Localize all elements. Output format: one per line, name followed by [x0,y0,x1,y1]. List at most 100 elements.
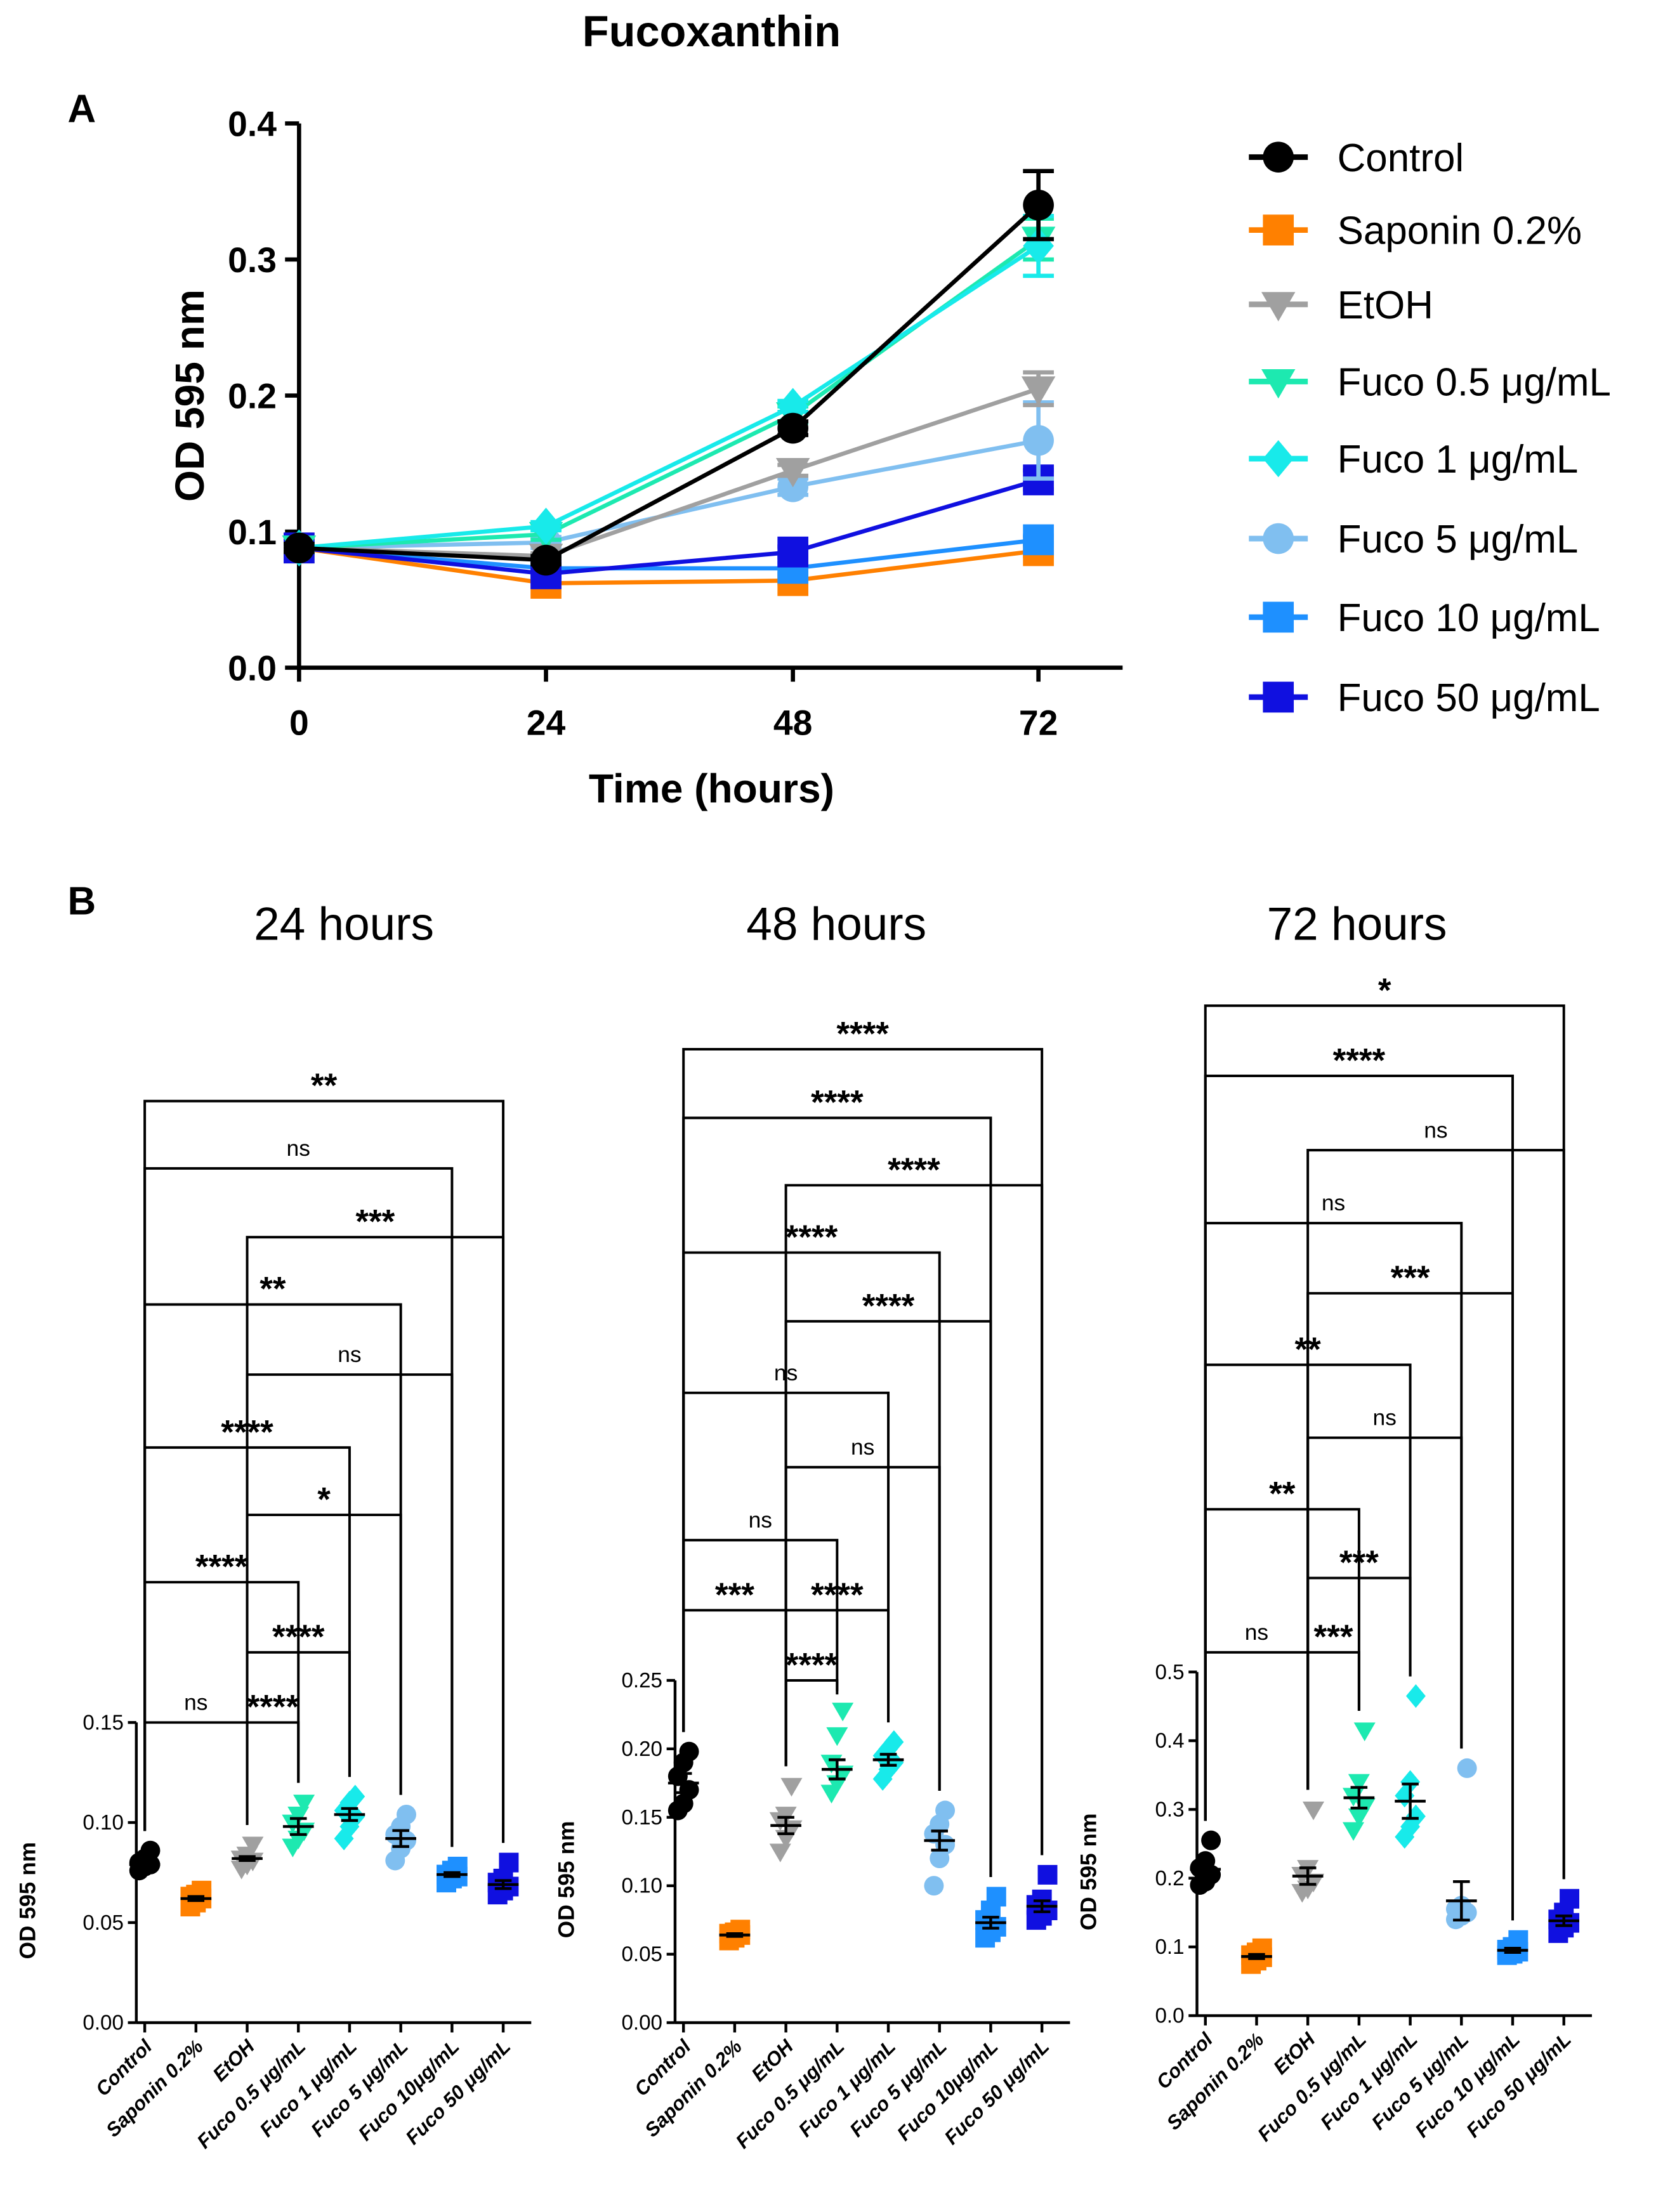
y-axis-label: OD 595 nm [167,289,213,502]
y-tick-label: 0.5 [1155,1661,1184,1684]
y-tick-label: 0.15 [621,1806,662,1829]
legend-item: Fuco 5 μg/mL [1249,518,1578,561]
legend-marker [1263,141,1294,173]
group-7 [487,1852,519,1905]
mean-sem-bar [1026,1899,1058,1913]
y-tick-label: 0.25 [621,1669,662,1692]
y-axis-label: OD 595 nm [16,1842,41,1960]
legend-marker [1263,601,1294,633]
significance-bracket: ns [143,1690,249,1831]
legend-marker [1263,523,1294,554]
data-point [1023,227,1054,265]
y-axis-label: OD 595 nm [555,1821,579,1939]
significance-label: *** [355,1203,395,1241]
mean-sem-bar [129,1859,161,1870]
significance-label: ** [260,1271,286,1308]
subplot-title: 24 hours [254,898,434,950]
data-point [1405,1684,1426,1708]
significance-bracket: **** [143,1413,351,1831]
significance-bracket: **** [143,1548,300,1831]
legend-item: Fuco 1 μg/mL [1249,438,1578,481]
mean-sem-bar [180,1895,212,1902]
data-point [924,1876,944,1896]
series-line [299,386,1039,558]
group-5 [1445,1758,1477,1930]
group-0 [1190,1830,1221,1895]
group-3 [282,1795,315,1857]
y-tick-label: 0.15 [82,1711,124,1734]
bracket-line [784,1184,1044,1855]
data-point [935,1800,956,1821]
data-point [1302,1802,1325,1821]
significance-bracket: *** [1306,1544,1412,1790]
y-tick-label: 0.1 [228,513,277,552]
y-tick-label: 0.4 [228,104,277,143]
data-point [1560,1888,1580,1909]
mean-sem-bar [1241,1953,1272,1960]
significance-label: ns [1373,1406,1397,1430]
series-line [299,244,1040,551]
legend-label: Fuco 5 μg/mL [1338,518,1579,561]
significance-label: *** [715,1576,754,1614]
group-6 [975,1887,1006,1948]
bracket-line [784,1679,839,1767]
mean-sem-bar [667,1772,699,1795]
mean-sem-bar [437,1871,468,1878]
bracket-line [1306,1651,1360,1790]
legend-label: Fuco 1 μg/mL [1338,438,1579,481]
significance-label: ns [1245,1620,1268,1645]
series-line [298,478,1039,576]
mean-sem-bar [821,1758,853,1781]
figure-title: Fucoxanthin [582,7,841,56]
legend-label: Saponin 0.2% [1338,209,1582,253]
significance-bracket: **** [246,1689,300,1825]
mean-sem-bar [232,1855,263,1862]
group-2 [1291,1802,1325,1903]
bracket-line [246,1514,402,1825]
y-tick-label: 0.05 [82,1911,124,1935]
significance-bracket: *** [682,1576,787,1767]
group-6 [1497,1930,1529,1965]
significance-bracket: **** [784,1646,839,1767]
mean-sem-bar [924,1829,956,1852]
legend-item: Fuco 10 μg/mL [1249,596,1600,640]
group-1 [180,1880,212,1917]
significance-bracket: ** [143,1067,505,1843]
legend-label: Control [1338,136,1464,180]
significance-bracket: ns [682,1508,839,1732]
legend-item: Fuco 50 μg/mL [1249,676,1600,720]
group-7 [1026,1864,1058,1930]
legend-marker [1261,292,1296,322]
bracket-line [682,1251,941,1791]
y-tick-label: 0.1 [1155,1935,1184,1959]
series-line [298,546,1039,586]
bracket-line [1204,1508,1360,1821]
group-4 [872,1730,904,1791]
data-point [986,1887,1006,1907]
y-tick-label: 0.4 [1155,1729,1184,1753]
legend-label: EtOH [1338,284,1433,327]
data-point [345,1784,365,1809]
data-point [1037,1864,1058,1885]
legend-label: Fuco 50 μg/mL [1338,676,1600,720]
significance-label: *** [1339,1544,1379,1581]
bracket-line [1204,1222,1463,1821]
data-point [499,1852,519,1873]
data-point [679,1741,699,1762]
group-2 [769,1777,803,1862]
bracket-line [682,1538,839,1732]
x-axis-label: Time (hours) [589,766,834,811]
mean-sem-bar [487,1879,519,1890]
significance-label: ns [774,1361,798,1385]
legend-marker [1263,214,1294,245]
group-5 [924,1800,956,1896]
bracket-line [682,1609,787,1767]
legend-item: Fuco 0.5 μg/mL [1249,361,1611,405]
y-tick-label: 0.00 [82,2012,124,2035]
significance-label: **** [888,1151,940,1189]
significance-bracket: ns [1306,1406,1463,1790]
x-tick-label: 72 [1019,704,1058,743]
significance-bracket: **** [784,1151,1044,1855]
